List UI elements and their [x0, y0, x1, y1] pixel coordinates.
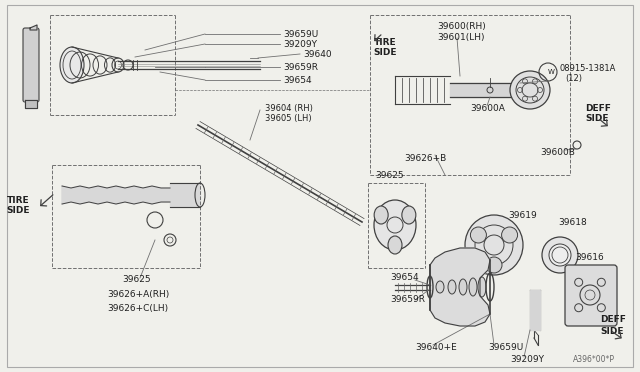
Polygon shape — [430, 248, 490, 326]
Ellipse shape — [542, 237, 578, 273]
Text: 39625: 39625 — [122, 276, 150, 285]
Text: 39654: 39654 — [390, 273, 419, 282]
FancyBboxPatch shape — [565, 265, 617, 326]
Text: W: W — [548, 69, 554, 75]
Text: SIDE: SIDE — [600, 327, 623, 337]
Text: 39618: 39618 — [558, 218, 587, 227]
Ellipse shape — [63, 51, 81, 79]
Text: 39600B: 39600B — [540, 148, 575, 157]
Text: 08915-1381A: 08915-1381A — [560, 64, 616, 73]
Text: 39600A: 39600A — [470, 103, 505, 112]
Polygon shape — [30, 25, 37, 30]
Polygon shape — [170, 183, 200, 207]
Text: DEFF: DEFF — [600, 315, 626, 324]
Text: 39654: 39654 — [283, 76, 312, 84]
Text: 39601(LH): 39601(LH) — [437, 32, 484, 42]
Ellipse shape — [374, 200, 416, 250]
FancyBboxPatch shape — [23, 28, 39, 102]
Ellipse shape — [436, 281, 444, 293]
Text: (12): (12) — [565, 74, 582, 83]
Text: 39640+E: 39640+E — [415, 343, 457, 353]
Ellipse shape — [486, 257, 502, 273]
Polygon shape — [530, 290, 540, 330]
Polygon shape — [62, 186, 170, 204]
Ellipse shape — [469, 278, 477, 296]
Ellipse shape — [510, 71, 550, 109]
Text: 39616: 39616 — [575, 253, 604, 263]
Ellipse shape — [60, 47, 84, 83]
Text: 39640: 39640 — [303, 49, 332, 58]
Text: 39604 (RH): 39604 (RH) — [265, 103, 313, 112]
Text: 39625: 39625 — [375, 170, 404, 180]
Ellipse shape — [470, 227, 486, 243]
Text: 39209Y: 39209Y — [510, 356, 544, 365]
Ellipse shape — [502, 227, 518, 243]
Ellipse shape — [374, 206, 388, 224]
Text: 39605 (LH): 39605 (LH) — [265, 113, 312, 122]
Text: DEFF: DEFF — [585, 103, 611, 112]
Polygon shape — [450, 83, 540, 97]
Text: TIRE: TIRE — [6, 196, 29, 205]
Text: 39659U: 39659U — [283, 29, 318, 38]
Ellipse shape — [478, 277, 486, 297]
Ellipse shape — [448, 280, 456, 294]
Text: 39626+B: 39626+B — [404, 154, 446, 163]
Polygon shape — [25, 100, 37, 108]
Text: 39659U: 39659U — [488, 343, 524, 353]
Ellipse shape — [388, 236, 402, 254]
Text: TIRE: TIRE — [374, 38, 396, 46]
Ellipse shape — [465, 215, 523, 275]
Ellipse shape — [459, 279, 467, 295]
Text: 39600(RH): 39600(RH) — [437, 22, 486, 31]
Text: SIDE: SIDE — [585, 113, 609, 122]
Ellipse shape — [402, 206, 416, 224]
Text: SIDE: SIDE — [6, 205, 29, 215]
Text: 39209Y: 39209Y — [283, 39, 317, 48]
Ellipse shape — [549, 244, 571, 266]
Text: 39626+A(RH): 39626+A(RH) — [107, 291, 169, 299]
Text: 39659R: 39659R — [390, 295, 425, 305]
Text: SIDE: SIDE — [373, 48, 397, 57]
Text: 39619: 39619 — [508, 211, 537, 219]
Text: 39626+C(LH): 39626+C(LH) — [107, 304, 168, 312]
Text: 39659R: 39659R — [283, 62, 318, 71]
Text: A396*00*P: A396*00*P — [573, 356, 615, 365]
